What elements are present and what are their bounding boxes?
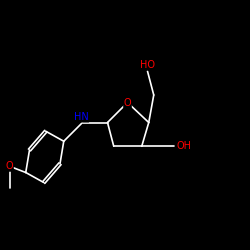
Text: O: O: [124, 98, 131, 108]
Text: OH: OH: [177, 141, 192, 151]
Text: HN: HN: [74, 112, 88, 122]
Text: O: O: [6, 161, 13, 171]
Text: HO: HO: [140, 60, 155, 70]
